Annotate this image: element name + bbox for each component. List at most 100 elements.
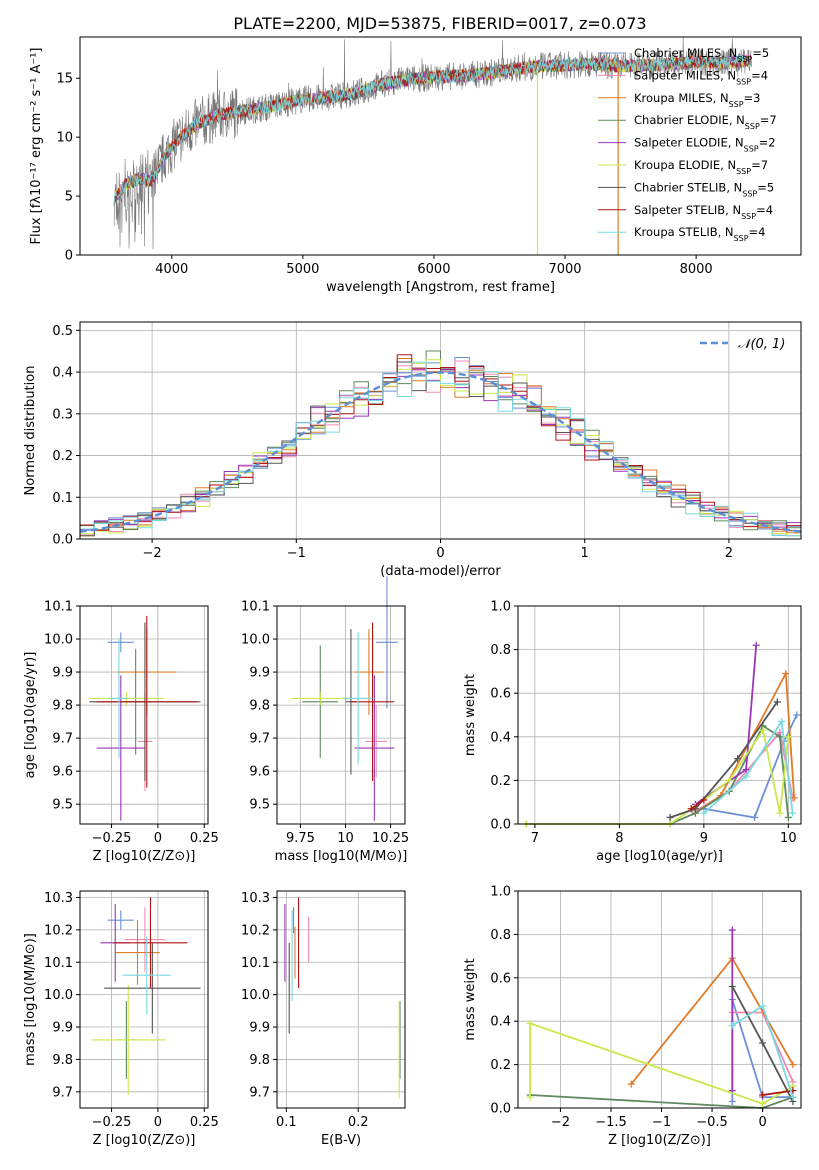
weight_vs_age-plot-area [522, 641, 801, 828]
x-tick-label: 0 [154, 831, 162, 846]
y-tick-label: 10.1 [44, 600, 73, 615]
weight-marker [751, 813, 759, 821]
spectrum-frame: 4000 5000 6000 7000 8000 0 5 10 15 wavelength [An… [29, 36, 802, 295]
y-tick-label: 0.4 [490, 1015, 511, 1030]
y-tick-label: 10.1 [44, 956, 73, 971]
y-tick-label: 0.6 [490, 971, 511, 986]
weight-marker [742, 772, 750, 780]
x-tick-label: 0 [154, 1115, 162, 1130]
weight-marker [728, 982, 736, 990]
y-tick-label: 9.9 [249, 1021, 270, 1036]
axes-frame [79, 36, 802, 256]
legend-entry-chabrier_elodie: Chabrier ELODIE, NSSP=7 [634, 113, 777, 131]
figure-title: PLATE=2200, MJD=53875, FIBERID=0017, z=0… [233, 14, 646, 33]
weight-marker [728, 1022, 736, 1030]
errorbar-point-salpeter_elodie [354, 675, 395, 821]
weight_vs_Z-grid [518, 890, 801, 1109]
y-tick-label: 0 [65, 249, 73, 264]
y-tick-label: 0.5 [52, 324, 73, 339]
weight-marker [700, 796, 708, 804]
errorbar-point-kroupa_stelib [109, 639, 129, 758]
weight_vs_Z-frame: −2 −1.5 −1 −0.5 0 0.0 0.2 0.4 0.6 0.8 1.0 Z [log10(… [463, 885, 802, 1148]
age_vs_Z-frame: −0.25 0 0.25 9.5 9.6 9.7 9.8 9.9 10.0 10.1 Z [log1… [23, 600, 219, 865]
weight-line [529, 1022, 794, 1105]
y-tick-label: 10.1 [241, 600, 270, 615]
x-axis-label: Z [log10(Z/Z⊙)] [93, 1133, 196, 1148]
mass_vs_ebv-plot-area [284, 897, 401, 1099]
y-axis-label: mass [log10(M/M⊙)] [23, 933, 38, 1066]
x-tick-label: −1 [652, 1115, 671, 1130]
weight-marker [776, 733, 784, 741]
x-axis-label: age [log10(age/yr)] [596, 849, 723, 864]
y-tick-label: 9.9 [249, 666, 270, 681]
weight-marker [752, 641, 760, 649]
y-tick-label: 0.6 [490, 687, 511, 702]
x-tick-label: 0 [758, 1115, 766, 1130]
weight-marker [782, 670, 790, 678]
x-tick-label: 6000 [417, 262, 450, 277]
x-tick-label: 10.25 [372, 831, 409, 846]
y-axis-label: Normed distribution [23, 366, 38, 496]
weight-series-kroupa_elodie [522, 726, 792, 828]
y-tick-label: 10.3 [241, 891, 270, 906]
errorbar-point-kroupa_stelib [122, 936, 171, 1015]
errorbar-point-kroupa_elodie [291, 691, 350, 706]
axes-frame [79, 890, 209, 1109]
x-tick-label: 2 [725, 546, 733, 561]
y-tick-label: 0.2 [490, 774, 511, 789]
residuals-plot-area [79, 350, 802, 537]
y-tick-label: 10.0 [44, 988, 73, 1003]
axes-frame [276, 605, 406, 825]
age_vs_mass-plot-area [291, 576, 398, 821]
errorbar-point-kroupa_miles [354, 629, 384, 715]
weight-series-chabrier_stelib [728, 982, 797, 1105]
histogram-salpeter_stelib [80, 354, 801, 531]
y-tick-label: 10.0 [44, 633, 73, 648]
y-tick-label: 10.0 [241, 988, 270, 1003]
weight-marker [789, 809, 797, 817]
y-tick-label: 15 [56, 72, 73, 87]
x-tick-label: 5000 [286, 262, 319, 277]
mass_vs_Z-plot-area [91, 897, 201, 1096]
y-tick-label: 9.7 [52, 1085, 73, 1100]
x-tick-label: −0.5 [696, 1115, 728, 1130]
weight-line [690, 799, 705, 810]
normal-distribution-curve [79, 371, 802, 533]
x-tick-label: 7000 [548, 262, 581, 277]
x-tick-label: 9 [700, 831, 708, 846]
weight-marker [725, 776, 733, 784]
mass_vs_Z-frame: −0.25 0 0.25 9.7 9.8 9.9 10.0 10.1 10.2 10.3 Z [lo… [23, 890, 219, 1148]
weight_vs_Z-axes: −2 −1.5 −1 −0.5 0 0.0 0.2 0.4 0.6 0.8 1.0 Z [log10(… [463, 885, 802, 1148]
weight_vs_age-axes: 7 8 9 10 0.0 0.2 0.4 0.6 0.8 1.0 age [log10(age/yr… [463, 600, 802, 864]
weight-marker [759, 1091, 767, 1099]
errorbar-point-salpeter_stelib [350, 622, 395, 782]
y-tick-label: 0.1 [52, 491, 73, 506]
x-axis-label: (data-model)/error [380, 564, 501, 579]
age_vs_mass-grid [277, 605, 405, 824]
x-tick-label: 0.25 [190, 1115, 219, 1130]
axes-frame [79, 605, 209, 825]
axes-frame [517, 890, 802, 1109]
y-tick-label: 9.8 [249, 1053, 270, 1068]
mass_vs_Z-grid [80, 891, 208, 1108]
y-tick-label: 0.0 [490, 1102, 511, 1117]
y-tick-label: 10.1 [241, 956, 270, 971]
errorbar-point-kroupa_stelib [343, 632, 373, 765]
age_vs_Z-plot-area [89, 615, 201, 821]
errorbar-point-kroupa_elodie [91, 984, 166, 1096]
y-tick-label: 10 [56, 131, 73, 146]
x-tick-label: 1 [581, 546, 589, 561]
x-tick-label: −2 [143, 546, 162, 561]
weight-series-salpeter_elodie [728, 926, 736, 1095]
errorbar-point-chabrier_stelib [104, 942, 201, 1034]
weight-series-kroupa_elodie [526, 1019, 797, 1108]
y-tick-label: 9.9 [52, 1021, 73, 1036]
y-axis-label: age [log10(age/yr)] [23, 652, 38, 779]
x-tick-label: 7 [531, 831, 539, 846]
y-tick-label: 9.8 [52, 699, 73, 714]
weight-series-kroupa_stelib [700, 718, 797, 817]
weight-marker [742, 766, 750, 773]
y-tick-label: 10.2 [44, 923, 73, 938]
y-tick-label: 9.6 [52, 765, 73, 780]
